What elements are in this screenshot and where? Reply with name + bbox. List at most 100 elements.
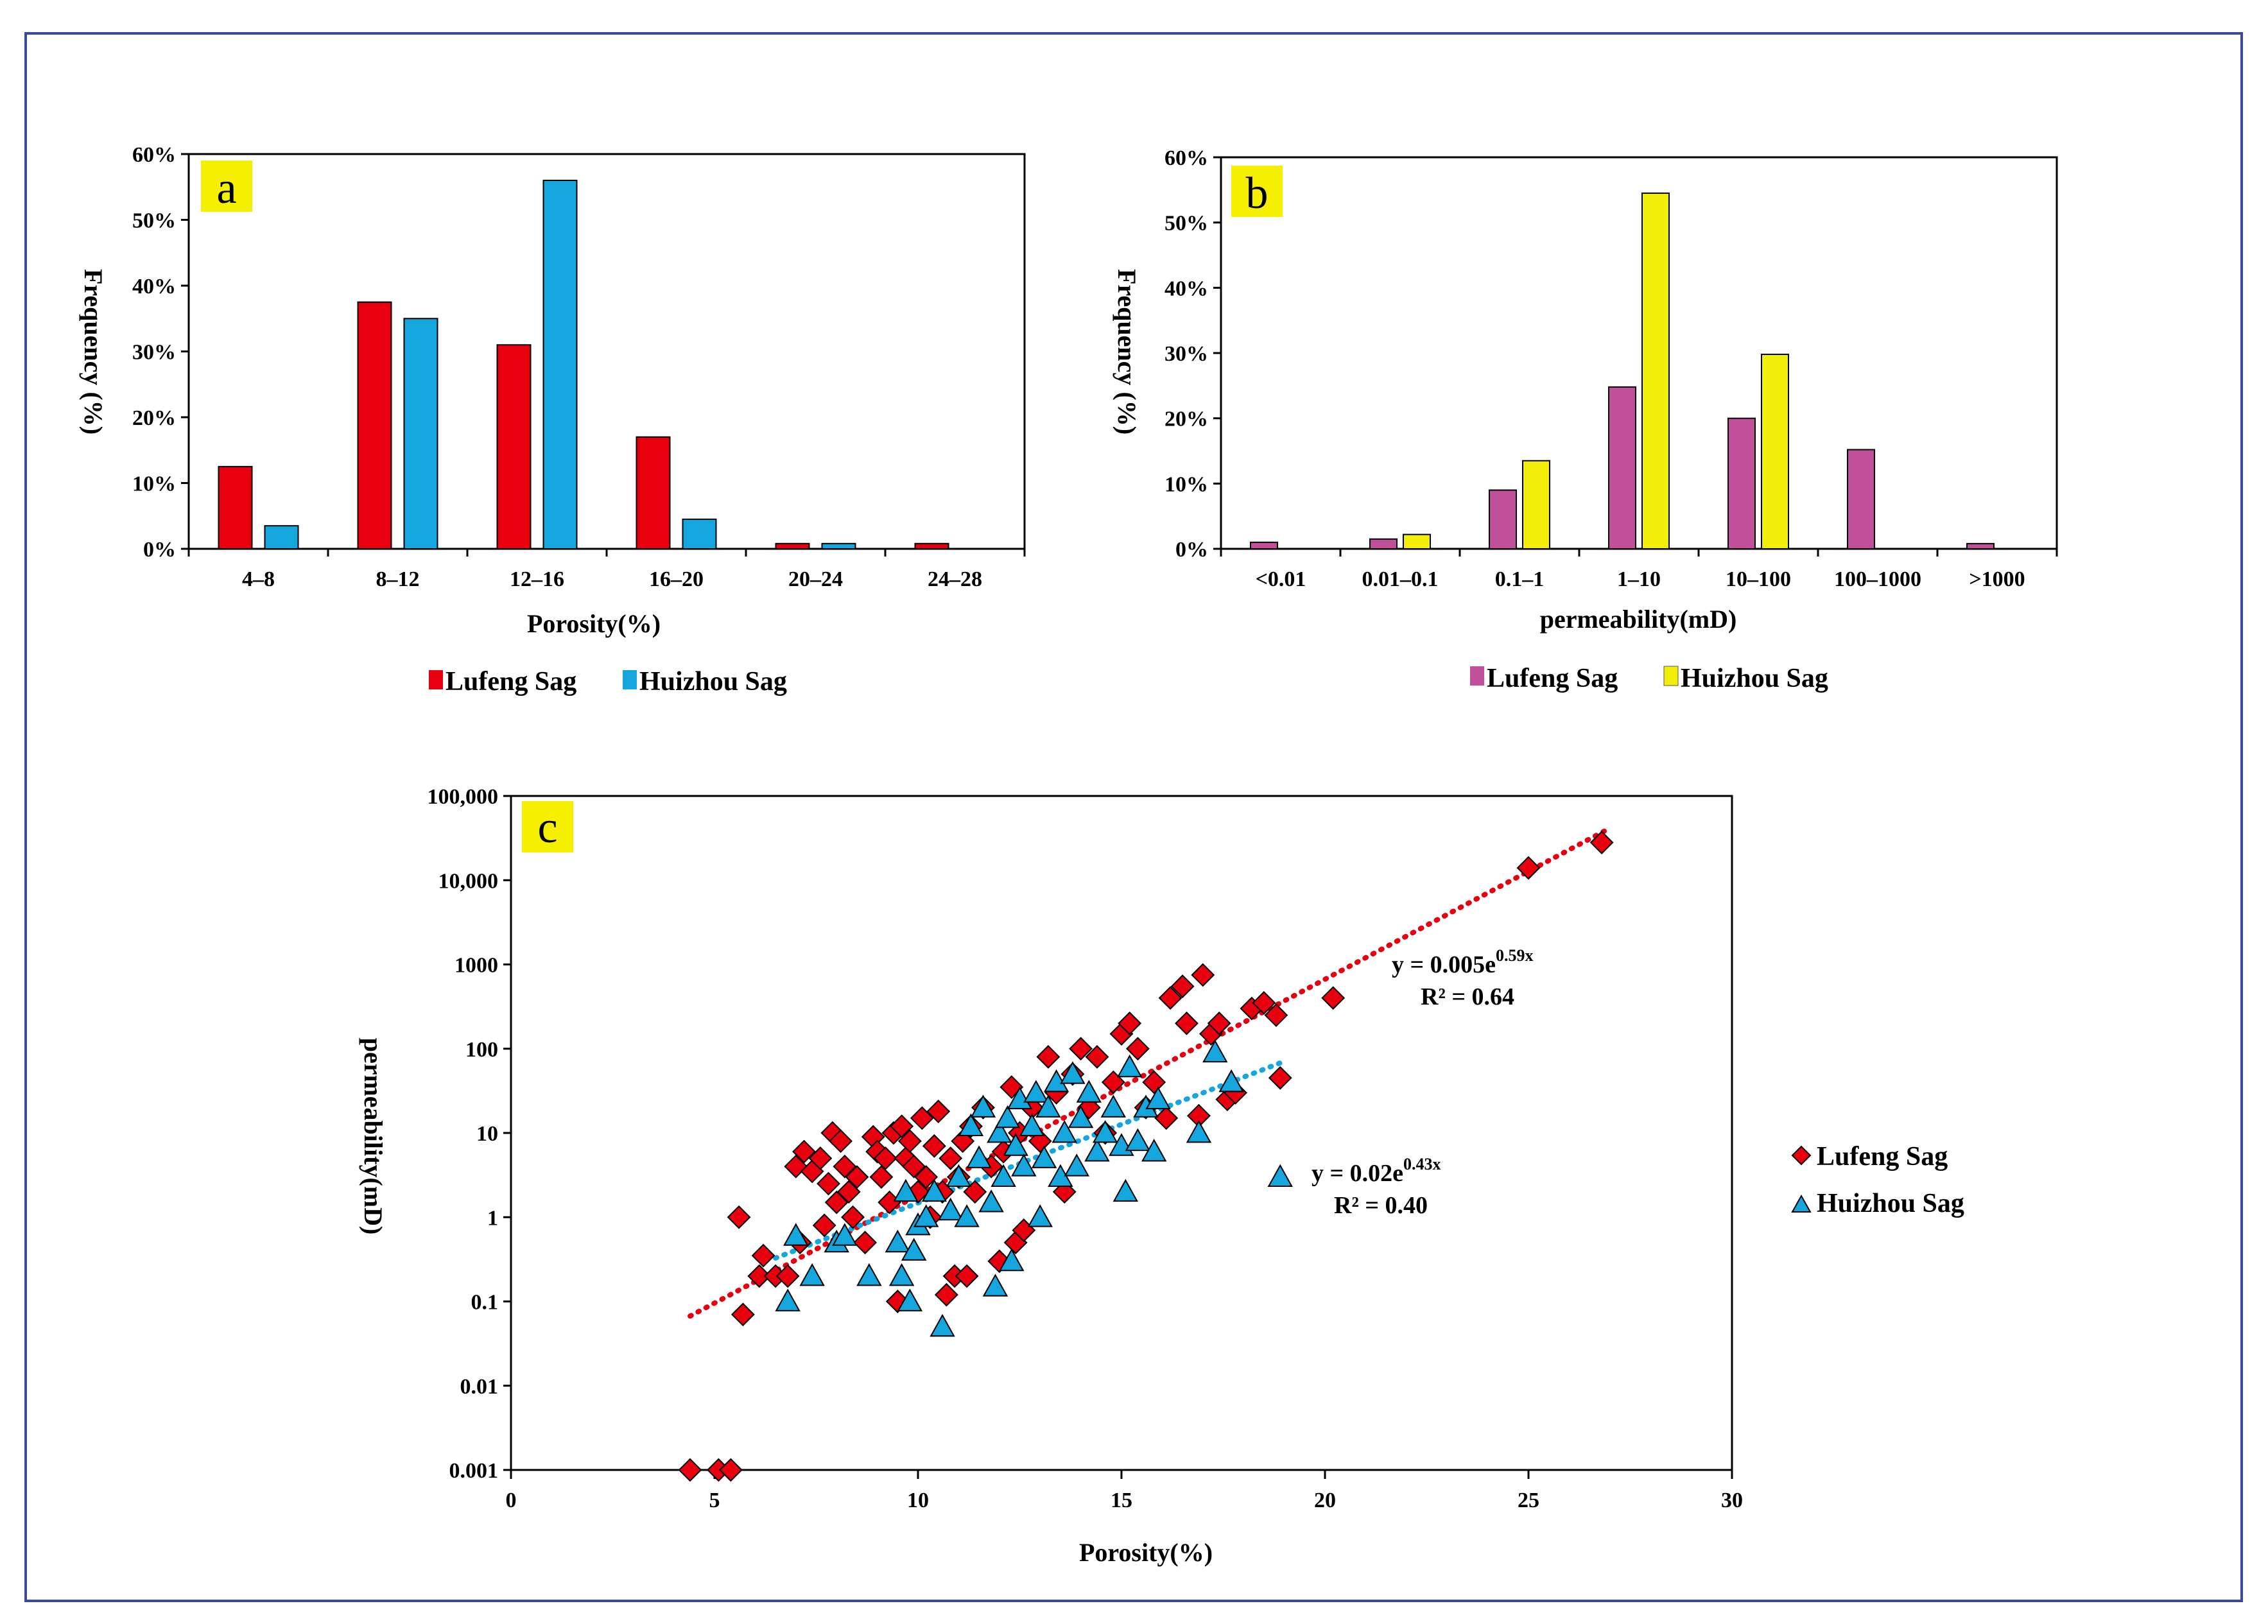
point-huizhou-sag: [1027, 1204, 1053, 1227]
point-huizhou-sag: [1035, 1094, 1061, 1118]
panel-a-legend-huizhou: Huizhou Sag: [639, 667, 787, 696]
point-huizhou-sag: [1267, 1164, 1293, 1188]
y-tick-label: 40%: [132, 275, 176, 298]
point-lufeng-sag: [1252, 990, 1276, 1015]
panel-b-legend-lufeng: Lufeng Sag: [1487, 664, 1618, 693]
point-huizhou-sag: [897, 1288, 923, 1311]
point-lufeng-sag: [1321, 986, 1346, 1010]
y-tick-label: 10: [476, 1122, 498, 1146]
y-tick-label: 10%: [132, 472, 176, 496]
y-tick-label: 100: [465, 1038, 498, 1062]
point-huizhou-sag: [885, 1229, 910, 1253]
point-lufeng-sag: [897, 1129, 922, 1153]
y-tick-label: 40%: [1164, 277, 1208, 300]
point-lufeng-sag: [775, 1264, 800, 1288]
point-huizhou-sag: [893, 1179, 919, 1202]
point-lufeng-sag: [731, 1302, 755, 1327]
point-lufeng-sag: [853, 1231, 877, 1255]
point-lufeng-sag: [841, 1205, 865, 1229]
y-tick-label: 1: [487, 1206, 498, 1230]
y-tick-label: 0%: [143, 538, 176, 562]
x-tick-label: 24–28: [928, 567, 982, 591]
point-lufeng-sag: [1154, 1106, 1179, 1130]
point-lufeng-sag: [1125, 1037, 1150, 1061]
bar-lufeng-sag: [1369, 538, 1398, 549]
point-lufeng-sag: [718, 1458, 743, 1482]
x-tick-label: 12–16: [510, 567, 564, 591]
panel-a-x-axis-title: Porosity(%): [527, 609, 661, 638]
point-huizhou-sag: [832, 1223, 858, 1246]
panel-c-lufeng-equation: y = 0.005e0.59x: [1392, 946, 1534, 978]
bar-lufeng-sag: [1250, 541, 1278, 549]
point-huizhou-sag: [1112, 1179, 1139, 1202]
panel-a-legend-swatch-lufeng: [429, 670, 443, 689]
panel-b-plot-area: [1220, 156, 2058, 550]
point-huizhou-sag: [954, 1204, 980, 1227]
point-lufeng-sag: [934, 1283, 958, 1307]
point-lufeng-sag: [873, 1146, 897, 1170]
point-huizhou-sag: [1202, 1039, 1228, 1063]
point-lufeng-sag: [845, 1165, 869, 1189]
point-huizhou-sag: [1023, 1080, 1049, 1103]
x-tick-label: 20: [1314, 1489, 1336, 1512]
bar-huizhou-sag: [1522, 460, 1550, 549]
point-lufeng-sag: [747, 1264, 772, 1288]
y-tick-label: 0.01: [460, 1375, 499, 1399]
point-lufeng-sag: [955, 1264, 979, 1288]
panel-c-legend-huizhou: Huizhou Sag: [1817, 1189, 1964, 1218]
bar-lufeng-sag: [496, 344, 532, 549]
bar-huizhou-sag: [1761, 354, 1789, 549]
point-lufeng-sag: [914, 1165, 939, 1189]
point-huizhou-sag: [888, 1263, 915, 1286]
bar-lufeng-sag: [1727, 417, 1756, 550]
point-lufeng-sag: [784, 1154, 808, 1179]
panel-a-tag-bg: [201, 160, 252, 212]
point-huizhou-sag: [987, 1119, 1012, 1143]
point-lufeng-sag: [1036, 1045, 1060, 1069]
panel-c-huizhou-equation: y = 0.02e0.43x: [1311, 1155, 1441, 1187]
point-huizhou-sag: [1076, 1080, 1102, 1103]
point-huizhou-sag: [1141, 1139, 1167, 1162]
x-tick-label: 15: [1111, 1489, 1132, 1512]
panel-b-y-axis-title: Frequency (%): [1112, 269, 1141, 435]
point-lufeng-sag: [1158, 986, 1182, 1010]
panel-c-y-axis-title: permeability(mD): [359, 1038, 388, 1235]
x-tick-label: 10–100: [1726, 567, 1791, 591]
panel-a-legend-swatch-huizhou: [623, 670, 637, 689]
point-huizhou-sag: [1092, 1119, 1118, 1143]
panel-b-tag: b: [1246, 169, 1268, 218]
point-lufeng-sag: [792, 1139, 816, 1164]
panel-c-lufeng-r2: R² = 0.64: [1421, 983, 1514, 1010]
bar-lufeng-sag: [1489, 489, 1517, 549]
point-lufeng-sag: [824, 1190, 849, 1214]
bar-lufeng-sag: [636, 436, 671, 549]
y-tick-label: 0.1: [471, 1291, 499, 1315]
point-huizhou-sag: [994, 1105, 1021, 1128]
y-tick-label: 100,000: [428, 785, 499, 809]
bar-lufeng-sag: [1847, 449, 1875, 550]
point-huizhou-sag: [921, 1179, 948, 1202]
point-huizhou-sag: [1060, 1061, 1086, 1084]
y-tick-label: 30%: [132, 341, 176, 365]
point-lufeng-sag: [1085, 1045, 1109, 1069]
point-lufeng-sag: [1268, 1066, 1292, 1090]
x-tick-label: >1000: [1969, 567, 2025, 591]
point-huizhou-sag: [1186, 1119, 1212, 1143]
y-tick-label: 0.001: [449, 1459, 499, 1483]
bar-huizhou-sag: [1641, 192, 1670, 549]
x-tick-label: 10: [907, 1489, 929, 1512]
point-huizhou-sag: [1068, 1105, 1094, 1128]
bar-huizhou-sag: [682, 518, 717, 549]
point-lufeng-sag: [1170, 974, 1195, 998]
point-lufeng-sag: [1589, 831, 1614, 854]
bar-lufeng-sag: [914, 542, 949, 549]
point-huizhou-sag: [930, 1313, 955, 1337]
bar-huizhou-sag: [264, 525, 299, 549]
x-tick-label: 4–8: [242, 567, 275, 591]
point-lufeng-sag: [869, 1165, 894, 1189]
point-huizhou-sag: [1019, 1113, 1045, 1137]
point-huizhou-sag: [1100, 1094, 1127, 1118]
point-lufeng-sag: [727, 1205, 751, 1229]
bar-huizhou-sag: [821, 542, 856, 549]
bar-lufeng-sag: [1608, 386, 1636, 549]
